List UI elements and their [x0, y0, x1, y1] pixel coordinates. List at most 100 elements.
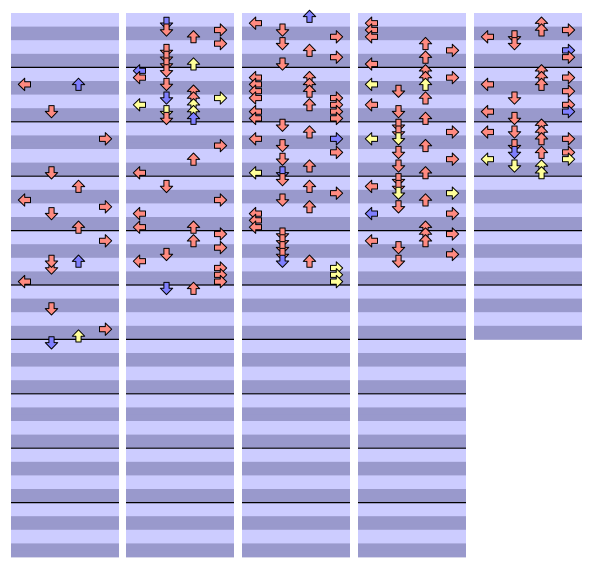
right-arrow-icon [214, 240, 228, 255]
row-band [358, 67, 466, 75]
row-band [358, 74, 466, 82]
row-band [358, 285, 466, 293]
row-band [11, 237, 119, 245]
row-band [126, 359, 234, 367]
row-band [11, 196, 119, 204]
row-band [11, 536, 119, 544]
row-band [358, 47, 466, 55]
row-band [358, 128, 466, 136]
row-band [242, 461, 350, 469]
row-band [242, 400, 350, 408]
row-band [358, 40, 466, 48]
row-band [11, 257, 119, 265]
down-arrow-icon [44, 302, 59, 316]
row-band [242, 101, 350, 109]
row-band [126, 223, 234, 231]
row-band [474, 217, 582, 225]
left-arrow-icon [132, 254, 146, 268]
row-band [358, 414, 466, 422]
row-band [358, 373, 466, 381]
right-arrow-icon [330, 186, 344, 200]
row-band [126, 448, 234, 456]
row-band [126, 291, 234, 299]
row-band [358, 33, 466, 41]
down-arrow-icon [275, 234, 290, 248]
down-arrow-icon [507, 30, 522, 44]
row-band [242, 489, 350, 497]
row-band [358, 298, 466, 306]
down-arrow-icon [44, 207, 59, 221]
row-band [242, 264, 350, 272]
row-band [242, 366, 350, 374]
row-band [11, 67, 119, 75]
row-band [242, 169, 350, 177]
row-band [126, 353, 234, 361]
row-band [358, 441, 466, 449]
right-arrow-icon [214, 274, 228, 289]
right-arrow-icon [214, 138, 228, 153]
row-band [242, 87, 350, 95]
row-band [11, 366, 119, 374]
row-band [358, 183, 466, 191]
row-band [358, 53, 466, 61]
row-band [11, 40, 119, 48]
row-band [11, 13, 119, 21]
row-band [126, 101, 234, 109]
down-arrow-icon [159, 111, 174, 126]
row-band [11, 387, 119, 395]
right-arrow-icon [446, 186, 460, 200]
row-band [242, 203, 350, 211]
up-arrow-icon [71, 329, 86, 343]
up-arrow-icon [534, 132, 549, 146]
down-arrow-icon [391, 179, 406, 194]
row-band [242, 448, 350, 456]
up-arrow-icon [418, 193, 433, 207]
row-band [358, 319, 466, 327]
down-arrow-icon [507, 159, 522, 173]
row-band [474, 271, 582, 279]
row-band [242, 183, 350, 191]
row-band [126, 53, 234, 61]
row-band [126, 475, 234, 483]
row-band [242, 523, 350, 531]
left-arrow-icon [480, 152, 494, 166]
row-band [242, 325, 350, 333]
down-arrow-icon [507, 111, 522, 126]
right-arrow-icon [99, 234, 113, 248]
row-band [126, 94, 234, 102]
row-band [358, 434, 466, 442]
down-arrow-icon [275, 23, 290, 37]
row-band [242, 115, 350, 123]
row-band [358, 455, 466, 463]
row-band [11, 87, 119, 95]
down-arrow-icon [391, 186, 406, 200]
right-arrow-icon [562, 50, 576, 64]
row-band [358, 550, 466, 558]
row-band [358, 251, 466, 259]
left-arrow-icon [364, 206, 378, 221]
row-band [11, 393, 119, 401]
row-band [11, 407, 119, 415]
row-band [242, 108, 350, 116]
row-band [474, 291, 582, 299]
row-band [11, 421, 119, 429]
row-band [126, 298, 234, 306]
row-band [11, 543, 119, 551]
row-band [242, 536, 350, 544]
row-band [242, 516, 350, 524]
row-band [474, 60, 582, 68]
row-band [474, 189, 582, 197]
row-band [242, 319, 350, 327]
row-band [242, 271, 350, 279]
up-arrow-icon [418, 138, 433, 153]
up-arrow-icon [302, 179, 317, 193]
row-band [11, 291, 119, 299]
row-band [474, 53, 582, 61]
row-band [126, 305, 234, 313]
row-band [358, 516, 466, 524]
row-band [358, 421, 466, 429]
row-band [11, 475, 119, 483]
right-arrow-icon [99, 322, 113, 336]
right-arrow-icon [330, 111, 344, 126]
down-arrow-icon [44, 105, 59, 119]
